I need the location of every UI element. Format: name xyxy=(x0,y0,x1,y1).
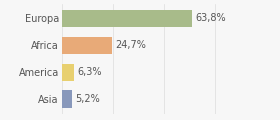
Bar xyxy=(62,90,72,108)
Bar xyxy=(62,37,112,54)
Text: 5,2%: 5,2% xyxy=(75,94,100,104)
Text: 6,3%: 6,3% xyxy=(78,67,102,77)
Bar xyxy=(62,63,74,81)
Bar xyxy=(62,10,192,27)
Text: 24,7%: 24,7% xyxy=(115,40,146,50)
Text: 63,8%: 63,8% xyxy=(195,13,226,23)
